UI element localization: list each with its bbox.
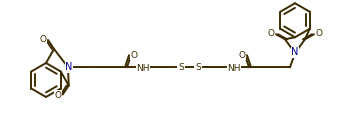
Text: O: O <box>315 29 323 38</box>
Text: S: S <box>195 63 201 72</box>
Text: NH: NH <box>227 64 241 73</box>
Text: NH: NH <box>136 64 150 73</box>
Text: O: O <box>267 29 275 38</box>
Text: O: O <box>39 34 47 43</box>
Text: O: O <box>238 51 246 60</box>
Text: S: S <box>178 63 184 72</box>
Text: N: N <box>291 47 299 57</box>
Text: O: O <box>54 91 61 100</box>
Text: O: O <box>131 51 137 60</box>
Text: N: N <box>65 62 73 72</box>
